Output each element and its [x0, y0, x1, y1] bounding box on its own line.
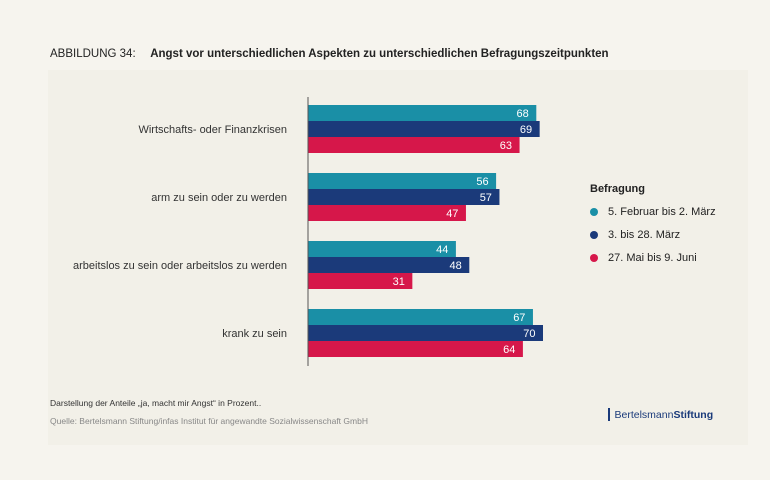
category-label: krank zu sein: [222, 328, 287, 340]
bar: [308, 309, 533, 325]
bar: [308, 173, 497, 189]
legend-label: 27. Mai bis 9. Juni: [608, 251, 697, 264]
category-label: arbeitslos zu sein oder arbeitslos zu we…: [73, 260, 287, 272]
figure-label: ABBILDUNG 34:: [50, 48, 136, 60]
bertelsmann-logo: Bertelsmann Stiftung: [608, 408, 713, 421]
legend-dot-icon: [590, 230, 598, 239]
legend-dot-icon: [590, 207, 598, 216]
bar-value-label: 68: [517, 108, 529, 120]
bar-value-label: 56: [476, 176, 488, 188]
logo-text-part2: Stiftung: [673, 408, 714, 421]
bar-value-label: 70: [523, 328, 535, 340]
figure-header: ABBILDUNG 34: Angst vor unterschiedliche…: [50, 48, 609, 60]
source-note: Quelle: Bertelsmann Stiftung/infas Insti…: [50, 416, 368, 426]
category-label: arm zu sein oder zu werden: [151, 192, 287, 204]
bar: [308, 105, 537, 121]
bar-value-label: 57: [480, 192, 492, 204]
bar-value-label: 31: [393, 276, 405, 288]
bar-value-label: 69: [520, 124, 532, 136]
bar: [308, 241, 456, 257]
legend-item-series-3: 27. Mai bis 9. Juni: [590, 250, 716, 265]
bar-value-label: 47: [446, 208, 458, 220]
legend-label: 5. Februar bis 2. März: [608, 205, 716, 218]
bar: [308, 273, 413, 289]
bar-value-label: 64: [503, 344, 515, 356]
legend-title: Befragung: [590, 183, 645, 195]
bar-value-label: 67: [513, 312, 525, 324]
footnote: Darstellung der Anteile „ja, macht mir A…: [50, 398, 262, 408]
figure-title: Angst vor unterschiedlichen Aspekten zu …: [150, 48, 609, 60]
legend-label: 3. bis 28. März: [608, 228, 681, 241]
bar: [308, 341, 523, 357]
bar: [308, 325, 543, 341]
legend-item-series-2: 3. bis 28. März: [590, 227, 716, 242]
bar: [308, 189, 500, 205]
logo-text-part1: Bertelsmann: [614, 408, 674, 421]
bar: [308, 137, 520, 153]
bar: [308, 205, 466, 221]
legend-item-series-1: 5. Februar bis 2. März: [590, 204, 716, 219]
bar: [308, 257, 470, 273]
legend: Befragung 5. Februar bis 2. März 3. bis …: [590, 183, 716, 273]
bar: [308, 121, 540, 137]
category-label: Wirtschafts- oder Finanzkrisen: [138, 124, 287, 136]
logo-bar-icon: [608, 408, 610, 421]
legend-dot-icon: [590, 253, 598, 262]
bar-value-label: 48: [450, 260, 462, 272]
bar-value-label: 63: [500, 140, 512, 152]
bar-value-label: 44: [436, 244, 448, 256]
